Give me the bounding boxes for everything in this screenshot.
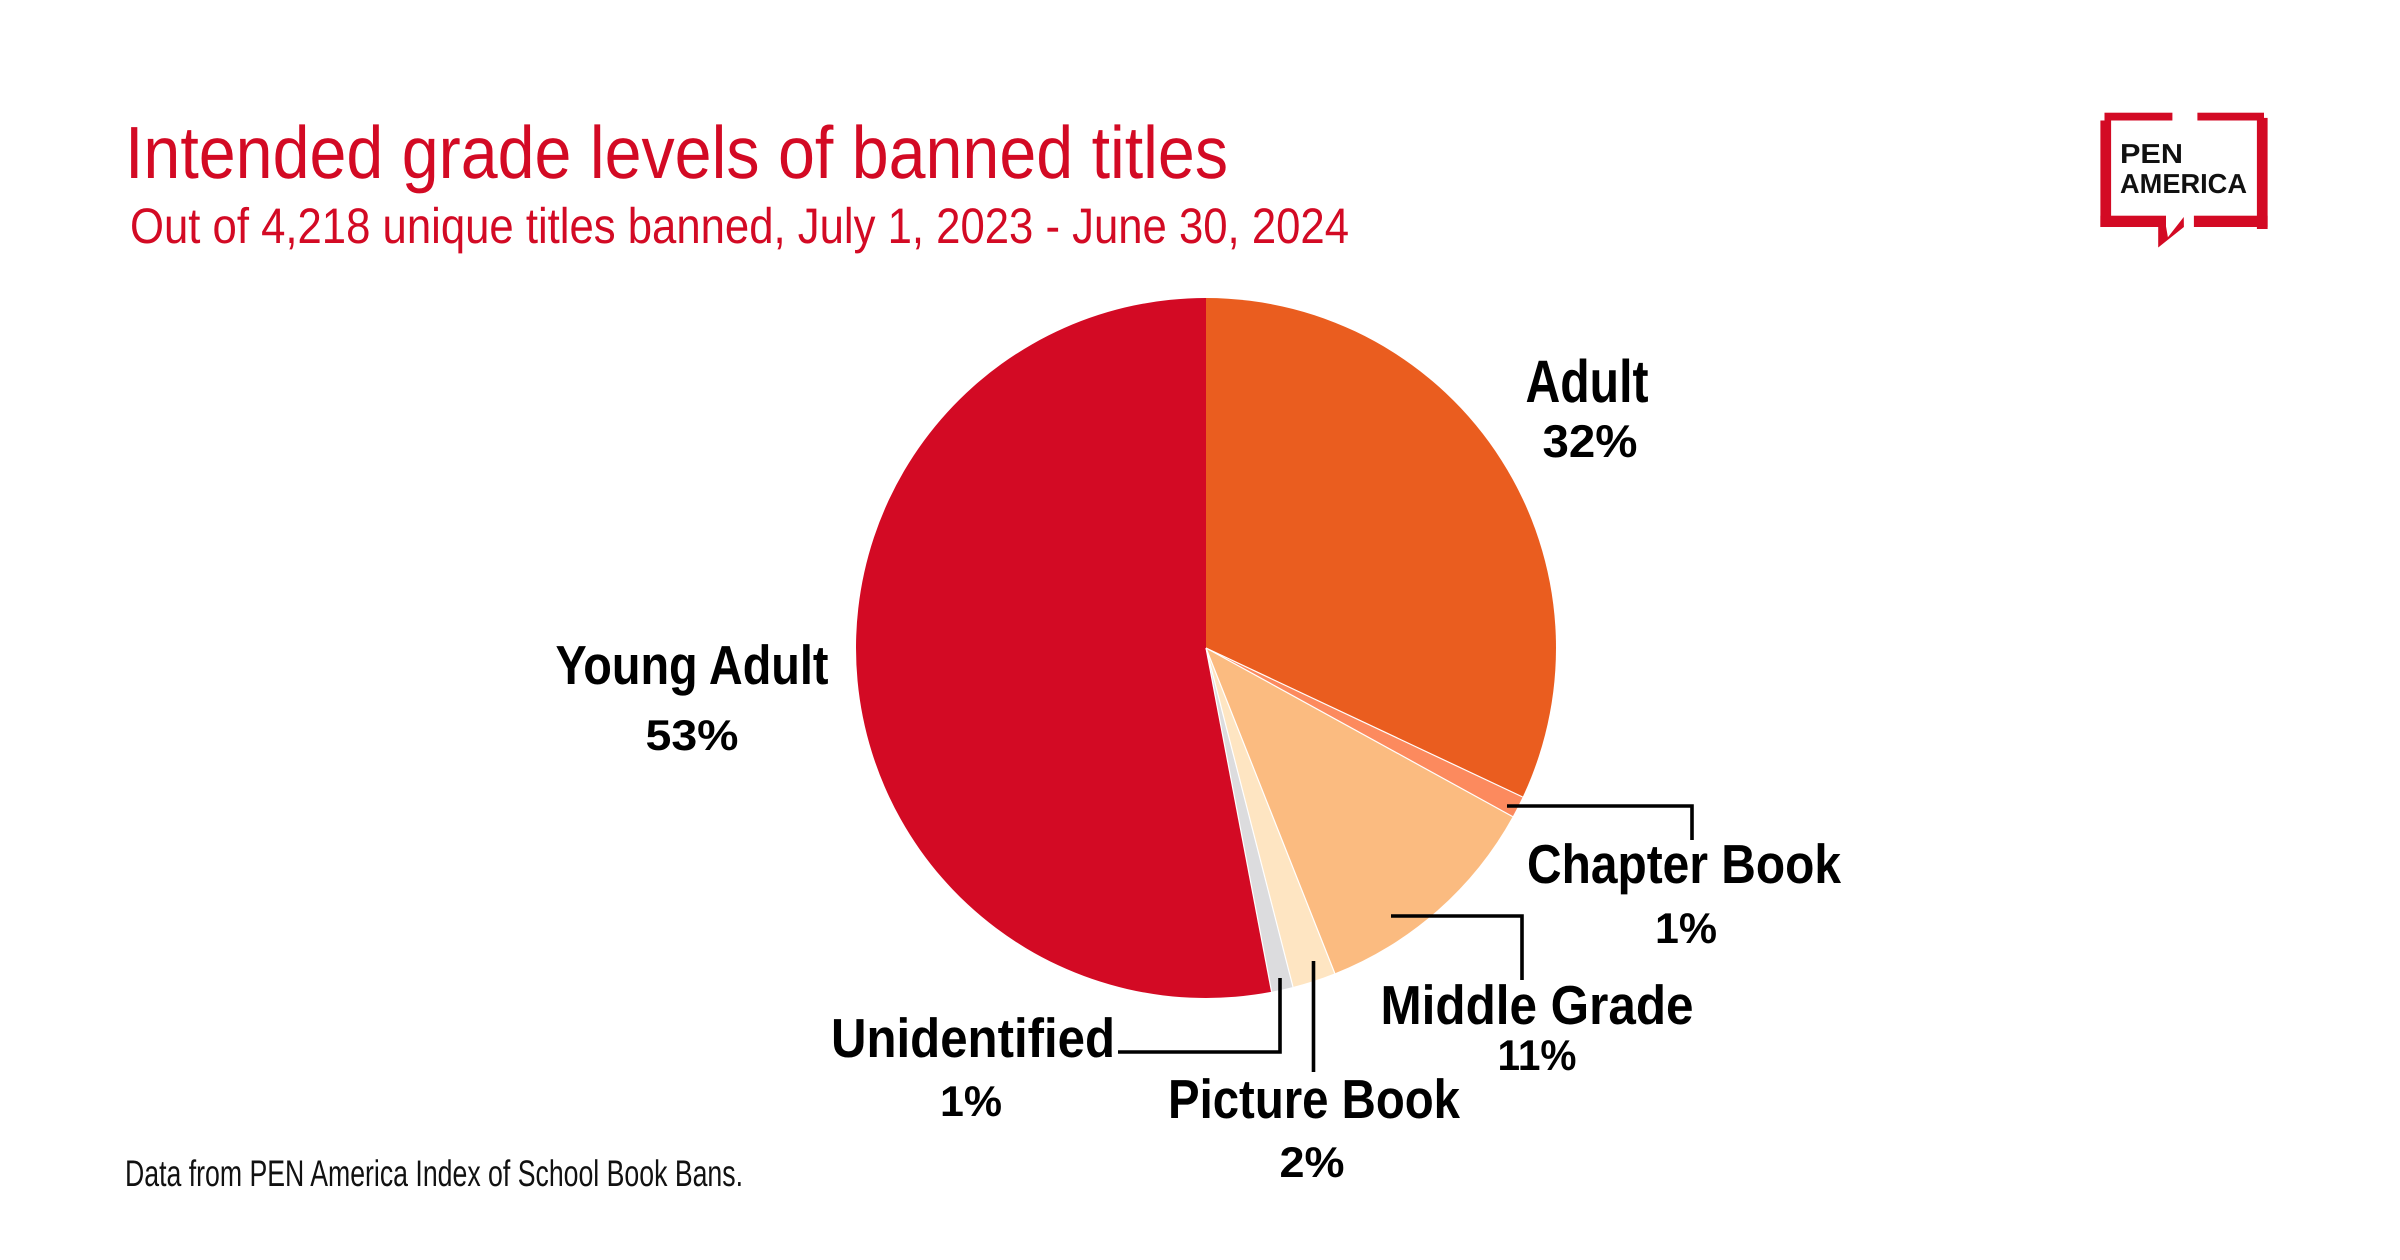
svg-text:Chapter Book: Chapter Book <box>1527 833 1841 895</box>
svg-text:11%: 11% <box>1498 1032 1577 1080</box>
svg-text:Out of 4,218 unique titles ban: Out of 4,218 unique titles banned, July … <box>130 198 1349 254</box>
svg-text:Adult: Adult <box>1526 348 1649 415</box>
svg-text:Middle Grade: Middle Grade <box>1381 974 1694 1036</box>
svg-text:AMERICA: AMERICA <box>2120 168 2247 199</box>
svg-text:PEN: PEN <box>2120 138 2183 169</box>
svg-text:Unidentified: Unidentified <box>831 1007 1115 1069</box>
svg-text:Intended grade levels of banne: Intended grade levels of banned titles <box>125 111 1228 194</box>
svg-text:Picture Book: Picture Book <box>1168 1068 1460 1130</box>
svg-text:1%: 1% <box>1655 905 1717 953</box>
svg-text:2%: 2% <box>1280 1139 1345 1187</box>
svg-text:32%: 32% <box>1543 415 1638 467</box>
svg-text:1%: 1% <box>940 1078 1002 1126</box>
svg-text:Data from PEN America Index of: Data from PEN America Index of School Bo… <box>125 1153 743 1194</box>
svg-text:53%: 53% <box>646 712 739 760</box>
svg-text:Young Adult: Young Adult <box>556 634 829 696</box>
